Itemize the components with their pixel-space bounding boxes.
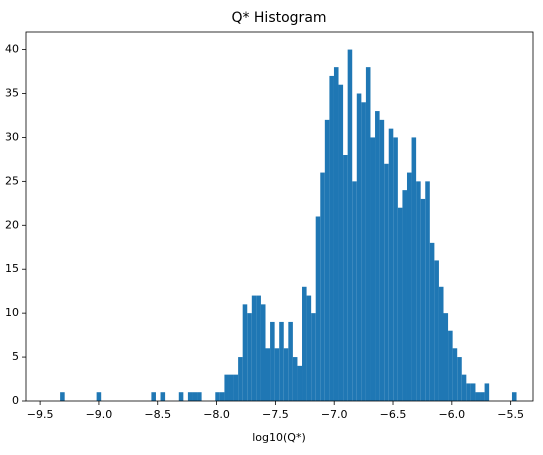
bar — [416, 181, 421, 401]
bar — [397, 207, 403, 401]
bar — [475, 392, 481, 401]
x-tick-label: −7.5 — [262, 408, 289, 421]
bar — [511, 392, 517, 401]
bar — [434, 260, 439, 401]
y-tick-label: 20 — [5, 218, 19, 231]
bar — [178, 392, 184, 401]
bar — [228, 374, 234, 401]
x-tick-label: −7.0 — [321, 408, 348, 421]
bar — [297, 365, 303, 401]
y-tick-label: 35 — [5, 87, 19, 100]
bar — [356, 93, 362, 401]
bar — [60, 392, 65, 401]
x-tick-label: −9.0 — [86, 408, 113, 421]
x-tick-label: −6.5 — [380, 408, 407, 421]
bar — [288, 321, 293, 401]
bar — [420, 198, 426, 401]
bar — [197, 392, 202, 401]
bar — [151, 392, 156, 401]
bar — [338, 84, 344, 401]
y-tick-label: 0 — [12, 394, 19, 407]
y-tick-label: 15 — [5, 262, 19, 275]
bar — [247, 313, 252, 401]
plot-frame — [25, 31, 534, 402]
bar — [466, 383, 471, 401]
bar — [411, 137, 417, 401]
bar — [233, 374, 239, 401]
bar — [292, 357, 298, 401]
bar — [429, 242, 435, 401]
x-tick-label: −6.0 — [438, 408, 465, 421]
bar — [425, 181, 430, 401]
y-tick-label: 25 — [5, 174, 19, 187]
bar — [265, 348, 271, 401]
bar — [406, 172, 412, 401]
bar — [452, 348, 458, 401]
bar — [242, 304, 248, 401]
bar — [457, 357, 462, 401]
bar — [448, 330, 453, 401]
bar — [347, 49, 353, 401]
bar — [343, 155, 348, 401]
bar — [251, 295, 257, 401]
bar — [461, 374, 467, 401]
bar — [329, 75, 334, 401]
bar — [160, 392, 166, 401]
bar — [365, 67, 371, 402]
bar — [224, 374, 229, 401]
bar — [438, 286, 444, 401]
bar — [187, 392, 193, 401]
bar — [324, 119, 330, 401]
bar — [379, 119, 385, 401]
bar — [315, 216, 321, 401]
bar — [370, 137, 376, 401]
x-axis-label: log10(Q*) — [252, 431, 306, 444]
bar — [388, 128, 394, 401]
bar — [215, 392, 220, 401]
bar — [274, 348, 280, 401]
bar — [361, 102, 366, 402]
bar — [311, 313, 316, 401]
y-tick-label: 30 — [5, 130, 19, 143]
bar — [384, 163, 389, 401]
bar — [260, 304, 266, 401]
bar — [480, 392, 485, 401]
bar — [96, 392, 102, 401]
x-tick-label: −5.5 — [497, 408, 524, 421]
bar — [320, 172, 325, 401]
bar — [443, 313, 449, 401]
x-tick-label: −8.0 — [203, 408, 230, 421]
bar — [256, 295, 261, 401]
bar — [279, 321, 284, 401]
bar — [238, 357, 243, 401]
bar — [393, 137, 398, 401]
bar — [402, 190, 407, 401]
bar — [219, 392, 225, 401]
y-tick-label: 5 — [12, 350, 19, 363]
x-tick-label: −8.5 — [144, 408, 171, 421]
bar — [283, 348, 289, 401]
chart-title: Q* Histogram — [231, 10, 326, 26]
bar — [333, 67, 339, 402]
bar — [192, 392, 198, 401]
bar — [470, 383, 476, 401]
bar — [375, 111, 380, 402]
bar — [270, 321, 275, 401]
x-tick-label: −9.5 — [27, 408, 54, 421]
bar — [306, 295, 312, 401]
y-tick-label: 10 — [5, 306, 19, 319]
bar — [484, 383, 490, 401]
bar — [352, 181, 357, 401]
bar — [302, 286, 307, 401]
y-tick-label: 40 — [5, 43, 19, 56]
